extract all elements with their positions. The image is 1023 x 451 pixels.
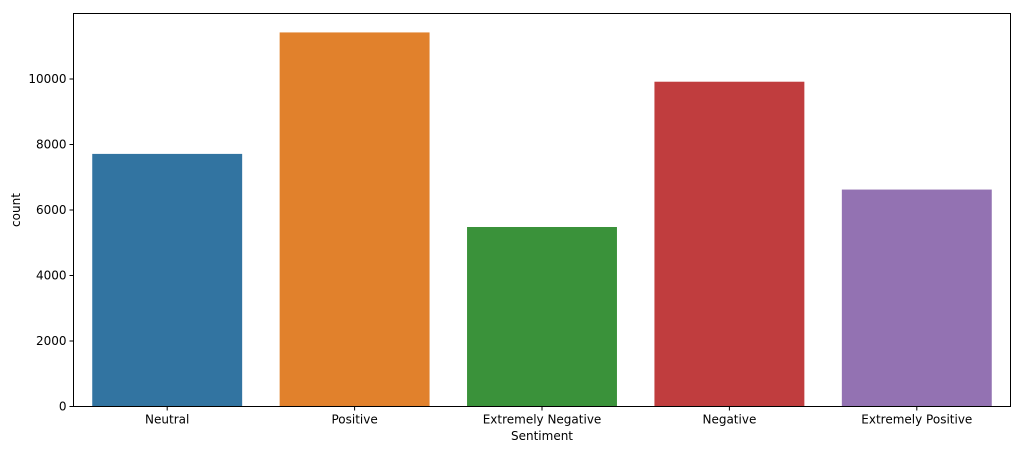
x-tick-label: Extremely Negative [483, 413, 602, 427]
y-axis-label: count [9, 193, 23, 227]
y-tick-label: 2000 [36, 334, 67, 348]
bar-positive [279, 32, 430, 407]
bar-extremely-negative [467, 226, 617, 407]
bars-layer [92, 32, 992, 407]
x-axis-ticks: Neutral Positive Extremely Negative Negativ… [145, 406, 972, 427]
y-axis-ticks: 0 2000 4000 6000 8000 10000 [28, 72, 74, 414]
y-tick-label: 10000 [28, 72, 66, 86]
bar-extremely-positive [841, 189, 992, 407]
x-tick-label: Negative [702, 413, 756, 427]
plot-frame [73, 13, 1011, 407]
x-axis-label: Sentiment [511, 429, 573, 443]
x-tick-label: Extremely Positive [861, 413, 972, 427]
x-tick-label: Neutral [145, 413, 189, 427]
y-tick-label: 0 [59, 400, 67, 414]
bar-negative [654, 81, 805, 407]
y-tick-label: 6000 [36, 203, 67, 217]
x-tick-label: Positive [331, 413, 377, 427]
y-tick-label: 8000 [36, 138, 67, 152]
bar-neutral [92, 153, 243, 407]
y-tick-label: 4000 [36, 269, 67, 283]
